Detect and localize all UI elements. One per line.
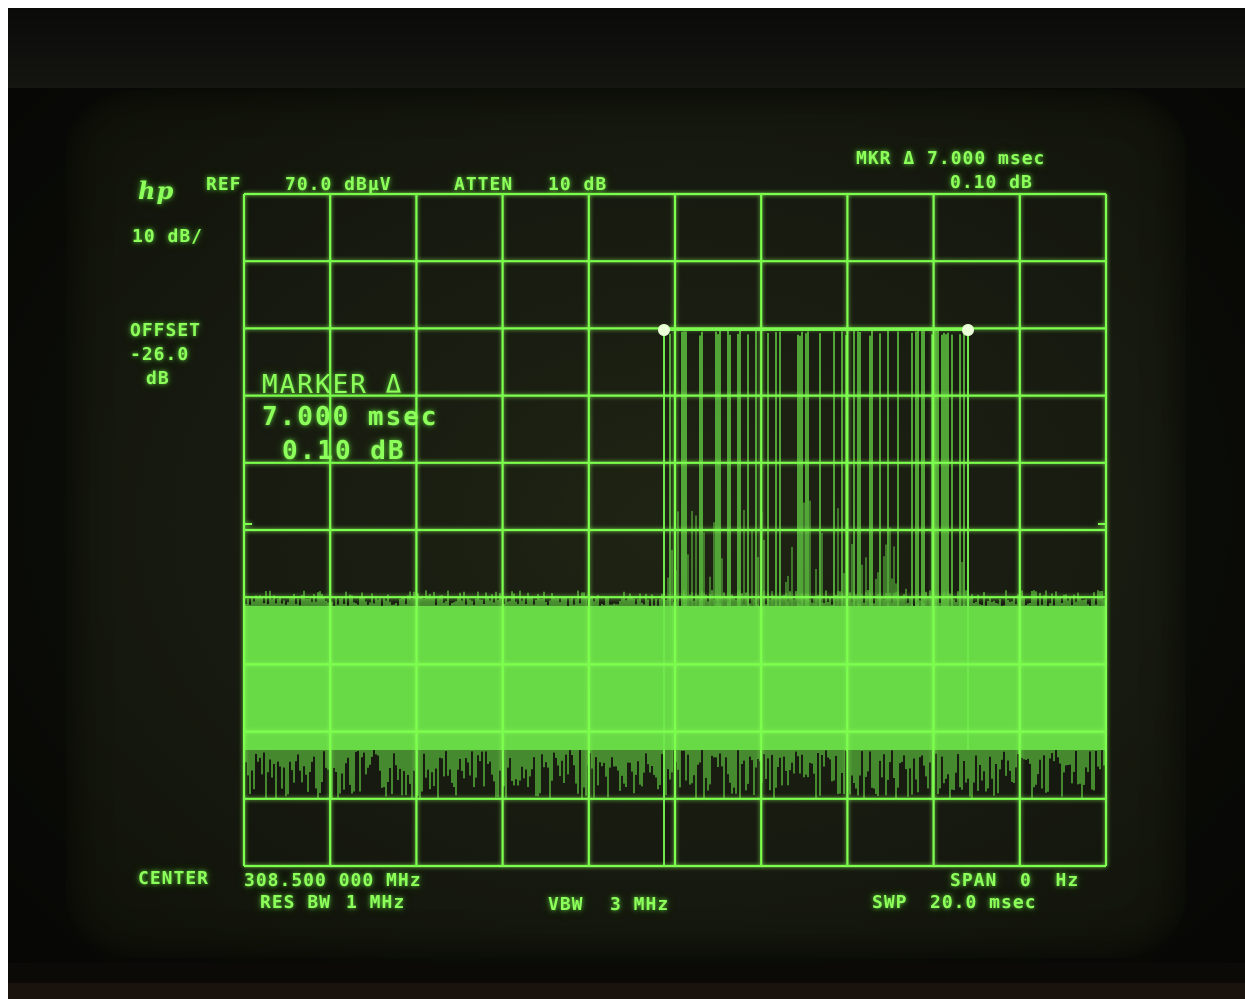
vbw-label: VBW <box>548 894 584 915</box>
graticule <box>242 192 1108 868</box>
spectrum-analyzer-photo: hp REF 70.0 dBµV ATTEN 10 dB MKR Δ 7.000… <box>8 8 1245 999</box>
marker-reference-dot <box>658 324 670 336</box>
res-bw-value: 1 MHz <box>346 892 406 913</box>
marker-delta-db: 0.10 dB <box>950 172 1033 193</box>
center-label: CENTER <box>138 868 210 889</box>
sweep-label: SWP <box>872 892 908 913</box>
marker-layer <box>658 324 974 336</box>
crt-screen <box>66 90 1186 958</box>
marker-delta-readout: MKR Δ 7.000 msec <box>856 148 1046 169</box>
span-label: SPAN <box>950 870 998 891</box>
atten-label: ATTEN <box>454 174 514 195</box>
marker-delta-title: MARKER Δ <box>262 370 404 400</box>
marker-delta-level: 0.10 dB <box>282 436 406 466</box>
offset-label: OFFSET <box>130 320 202 341</box>
atten-value: 10 dB <box>548 174 608 195</box>
offset-value: -26.0 <box>130 344 190 365</box>
graticule-and-trace <box>242 192 1108 868</box>
marker-delta-dot <box>962 324 974 336</box>
sweep-time: 20.0 msec <box>930 892 1037 913</box>
vbw-value: 3 MHz <box>610 894 670 915</box>
center-frequency: 308.500 000 MHz <box>244 870 422 891</box>
monitor-bezel-top <box>8 8 1245 88</box>
monitor-base-strip <box>8 983 1245 999</box>
hp-logo: hp <box>138 176 175 205</box>
ref-label: REF <box>206 174 242 195</box>
res-bw-label: RES BW <box>260 892 332 913</box>
marker-delta-time: 7.000 msec <box>262 402 439 432</box>
scale-per-division: 10 dB/ <box>132 226 204 247</box>
span-value: 0 Hz <box>1020 870 1080 891</box>
ref-value: 70.0 dBµV <box>285 174 392 195</box>
offset-unit: dB <box>146 368 170 389</box>
